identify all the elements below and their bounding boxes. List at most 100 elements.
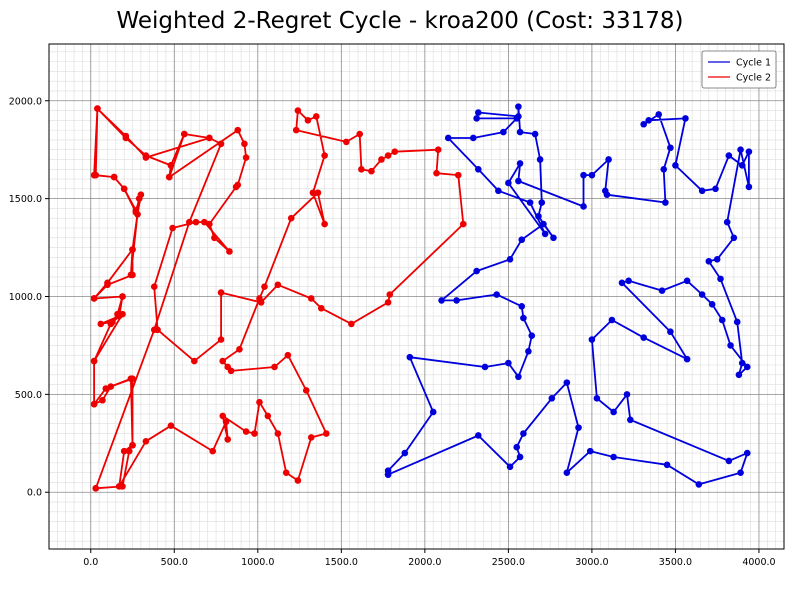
x-tick-label: 4000.0 xyxy=(742,557,775,568)
data-point xyxy=(586,447,594,455)
data-point xyxy=(588,336,596,343)
series-line xyxy=(387,105,750,486)
data-point xyxy=(167,162,175,169)
series-line xyxy=(93,107,465,490)
data-point xyxy=(738,359,746,367)
data-point xyxy=(727,342,734,349)
data-point xyxy=(528,332,536,339)
data-point xyxy=(713,256,721,263)
data-point xyxy=(563,469,571,476)
data-point xyxy=(104,279,111,287)
data-point xyxy=(469,134,477,142)
data-point xyxy=(515,177,522,185)
data-point xyxy=(119,293,126,300)
data-point xyxy=(90,357,98,365)
data-point xyxy=(536,156,544,163)
data-point xyxy=(224,363,232,371)
data-point xyxy=(309,189,317,197)
data-point xyxy=(122,132,130,140)
data-point xyxy=(454,171,462,179)
data-point xyxy=(150,283,158,291)
data-point xyxy=(737,469,744,476)
data-point xyxy=(520,430,527,437)
data-point xyxy=(90,400,98,408)
data-point xyxy=(548,394,556,402)
data-point xyxy=(274,430,282,437)
data-point xyxy=(142,154,150,161)
y-tick-label: 1000.0 xyxy=(9,292,42,303)
data-point xyxy=(434,146,442,153)
data-point xyxy=(730,234,738,242)
data-point xyxy=(241,140,248,148)
data-point xyxy=(97,320,105,328)
data-point xyxy=(705,257,713,265)
data-point xyxy=(640,120,647,128)
data-point xyxy=(683,355,691,363)
data-point xyxy=(495,187,502,195)
data-point xyxy=(99,396,106,404)
data-point xyxy=(745,148,753,155)
data-point xyxy=(206,220,213,228)
data-point xyxy=(655,111,663,118)
data-point xyxy=(712,185,719,193)
data-point xyxy=(222,418,230,426)
y-tick-label: 2000.0 xyxy=(9,96,42,107)
data-point xyxy=(384,299,392,306)
data-point xyxy=(737,146,744,153)
data-point xyxy=(605,156,612,163)
legend-box xyxy=(701,50,777,89)
y-tick-label: 0.0 xyxy=(27,488,42,499)
data-point xyxy=(307,434,315,441)
data-point xyxy=(110,173,118,181)
data-point xyxy=(217,289,225,296)
x-axis-ticks: 0.0 500.0 1000.0 1500.0 2000.0 2500.0 3000.0 35… xyxy=(83,549,776,568)
data-point xyxy=(251,430,258,437)
data-point xyxy=(219,412,227,420)
data-point xyxy=(125,447,133,455)
data-point xyxy=(294,477,302,484)
data-point xyxy=(321,220,328,228)
data-point xyxy=(120,185,128,193)
series-layer xyxy=(90,103,753,492)
series-2 xyxy=(90,105,467,492)
data-point xyxy=(438,297,445,304)
data-point xyxy=(429,408,437,416)
data-point xyxy=(356,130,364,138)
data-point xyxy=(516,453,524,461)
data-point xyxy=(473,267,480,275)
data-point xyxy=(743,363,751,371)
data-point xyxy=(743,449,751,457)
data-point xyxy=(513,443,521,451)
data-point xyxy=(603,191,611,199)
data-point xyxy=(515,103,522,110)
data-point xyxy=(735,371,743,379)
data-point xyxy=(304,117,312,124)
data-point xyxy=(322,430,330,437)
data-point xyxy=(473,115,480,122)
data-point xyxy=(242,154,250,161)
legend-label: Cycle 2 xyxy=(736,73,771,84)
data-point xyxy=(256,398,263,406)
data-point xyxy=(738,162,746,169)
data-point xyxy=(236,346,243,353)
data-point xyxy=(550,234,557,242)
data-point xyxy=(317,304,325,312)
data-point xyxy=(538,199,546,206)
data-point xyxy=(129,441,136,449)
data-point xyxy=(662,199,669,206)
data-point xyxy=(610,408,617,416)
data-point xyxy=(92,171,100,179)
data-point xyxy=(209,447,217,455)
y-tick-label: 500.0 xyxy=(15,390,42,401)
data-point xyxy=(575,424,582,431)
data-point xyxy=(217,336,225,343)
data-point xyxy=(307,295,315,302)
data-point xyxy=(444,134,452,142)
x-tick-label: 500.0 xyxy=(161,557,188,568)
x-tick-label: 2000.0 xyxy=(408,557,441,568)
data-point xyxy=(453,297,460,304)
data-point xyxy=(580,171,587,179)
data-point xyxy=(284,351,292,359)
data-point xyxy=(127,375,135,383)
data-point xyxy=(625,277,632,285)
